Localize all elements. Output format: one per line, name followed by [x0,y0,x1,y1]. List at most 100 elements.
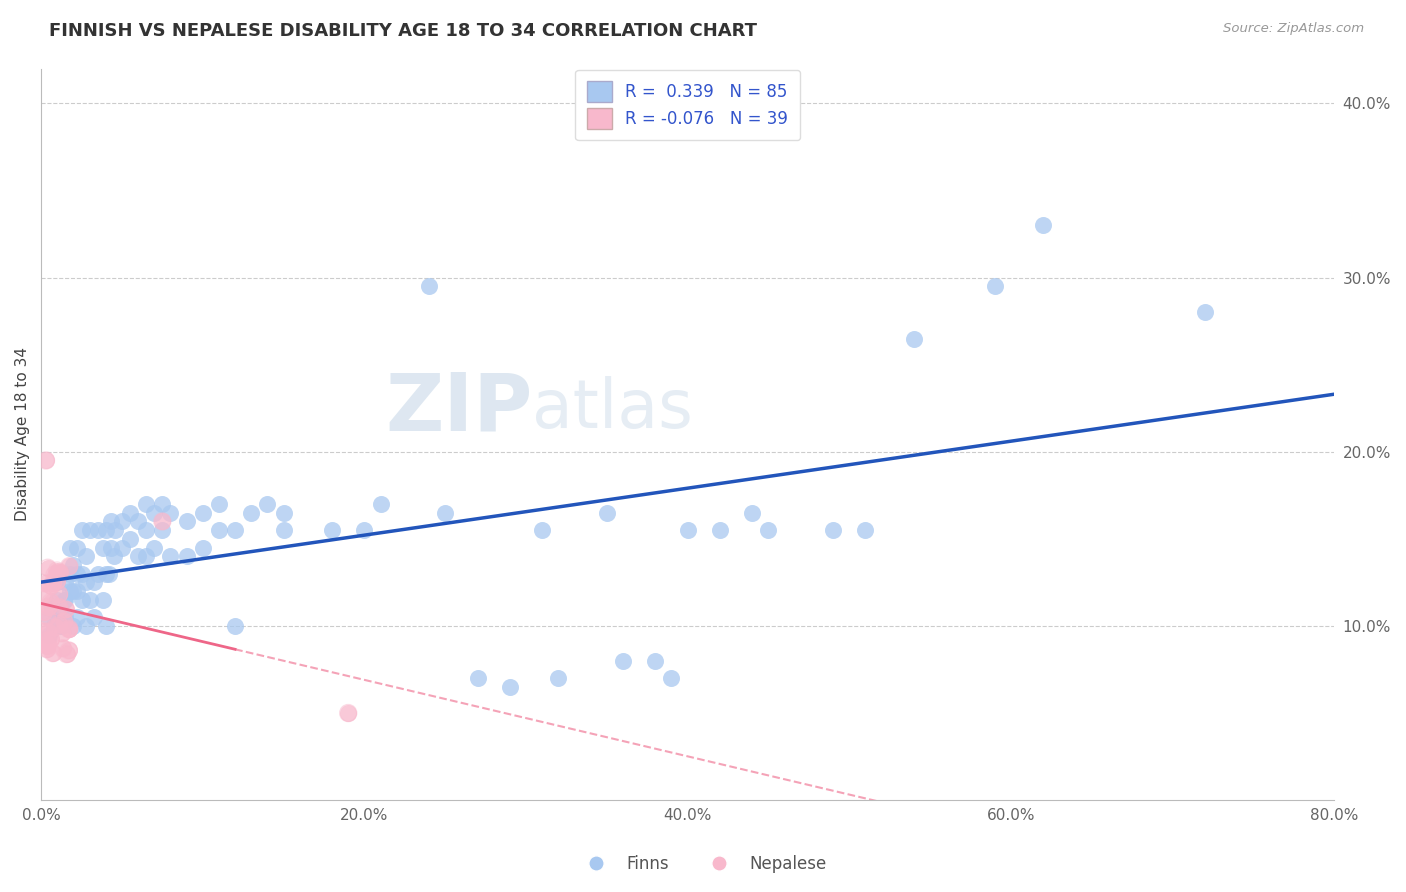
Point [59,541,82,555]
Point [661,671,683,685]
Point [98,566,121,581]
Point [741,506,763,520]
Point [94,523,117,537]
Point [48,600,70,615]
Point [51,610,73,624]
Point [37,633,59,648]
Point [143,541,166,555]
Point [39,632,62,647]
Point [45,574,67,588]
Point [42,619,65,633]
Point [118,506,141,520]
Y-axis label: Disability Age 18 to 34: Disability Age 18 to 34 [15,347,30,521]
Point [70,592,93,607]
Point [66,541,89,555]
Point [143,506,166,520]
Point [32,589,55,603]
Point [66,584,89,599]
Point [79,523,101,537]
Point [34,576,56,591]
Point [48,565,70,579]
Point [191,506,214,520]
Point [612,654,634,668]
Point [273,523,295,537]
Point [150,515,173,529]
Point [48,600,70,615]
Point [38,599,60,614]
Point [44,567,66,582]
Point [94,619,117,633]
Point [55,647,77,661]
Point [48,566,70,581]
Point [273,506,295,520]
Point [46,592,69,607]
Point [118,532,141,546]
Point [75,549,97,564]
Point [35,642,58,657]
Point [58,622,80,636]
Point [176,549,198,564]
Point [58,559,80,574]
Point [66,566,89,581]
Point [103,549,125,564]
Point [644,654,666,668]
Text: Source: ZipAtlas.com: Source: ZipAtlas.com [1223,22,1364,36]
Point [39,579,62,593]
Text: atlas: atlas [533,376,693,442]
Point [42,575,65,590]
Text: FINNISH VS NEPALESE DISABILITY AGE 18 TO 34 CORRELATION CHART: FINNISH VS NEPALESE DISABILITY AGE 18 TO… [49,22,758,40]
Point [79,592,101,607]
Point [48,617,70,632]
Point [38,628,60,642]
Point [62,619,84,633]
Point [70,566,93,581]
Point [855,523,877,537]
Point [58,622,80,636]
Point [53,592,76,607]
Point [337,706,360,720]
Point [111,515,134,529]
Point [46,564,69,578]
Point [418,279,440,293]
Point [58,622,80,636]
Point [91,592,114,607]
Point [35,639,58,653]
Point [44,567,66,582]
Point [52,592,75,607]
Point [100,515,122,529]
Point [44,620,66,634]
Point [321,523,343,537]
Point [86,523,108,537]
Point [46,619,69,633]
Point [70,523,93,537]
Point [39,579,62,593]
Point [55,602,77,616]
Point [531,523,554,537]
Point [48,565,70,579]
Point [111,541,134,555]
Point [127,515,149,529]
Point [41,601,63,615]
Point [823,523,845,537]
Point [353,523,375,537]
Point [58,622,80,636]
Point [224,619,246,633]
Point [370,497,392,511]
Point [55,602,77,616]
Point [240,506,263,520]
Point [44,620,66,634]
Point [127,549,149,564]
Point [208,497,231,511]
Point [35,453,58,467]
Point [135,523,157,537]
Point [467,671,489,685]
Point [35,609,58,624]
Point [150,515,173,529]
Point [53,615,76,629]
Point [104,523,127,537]
Point [51,626,73,640]
Point [32,624,55,639]
Point [100,541,122,555]
Point [191,541,214,555]
Point [37,561,59,575]
